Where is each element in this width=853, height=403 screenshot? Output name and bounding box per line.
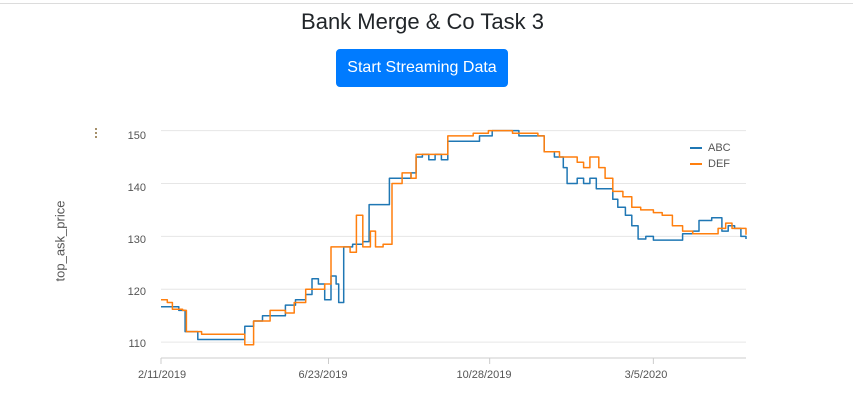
series-line-def[interactable] [161,129,747,346]
x-tick-label: 6/23/2019 [298,369,348,381]
kebab-menu-icon[interactable] [93,128,99,142]
legend-swatch-icon [690,147,702,149]
chart-legend[interactable]: ABC DEF [690,140,731,172]
y-tick-label: 140 [127,182,146,194]
legend-label: ABC [708,142,731,154]
legend-item-abc[interactable]: ABC [690,140,731,156]
start-streaming-button[interactable]: Start Streaming Data [336,49,508,87]
legend-label: DEF [708,158,730,170]
y-axis-title: top_ask_price [52,200,68,282]
top-divider [0,3,853,4]
y-tick-label: 110 [128,338,146,350]
legend-item-def[interactable]: DEF [690,156,731,172]
legend-swatch-icon [690,163,702,165]
x-tick-label: 10/28/2019 [456,369,512,381]
y-tick-label: 120 [127,286,146,298]
series-line-abc[interactable] [161,129,747,341]
x-tick-label: 2/11/2019 [137,369,187,381]
y-tick-label: 130 [127,234,146,246]
x-tick-label: 3/5/2020 [624,369,668,381]
page-title: Bank Merge & Co Task 3 [301,9,544,34]
y-tick-label: 150 [127,130,146,142]
